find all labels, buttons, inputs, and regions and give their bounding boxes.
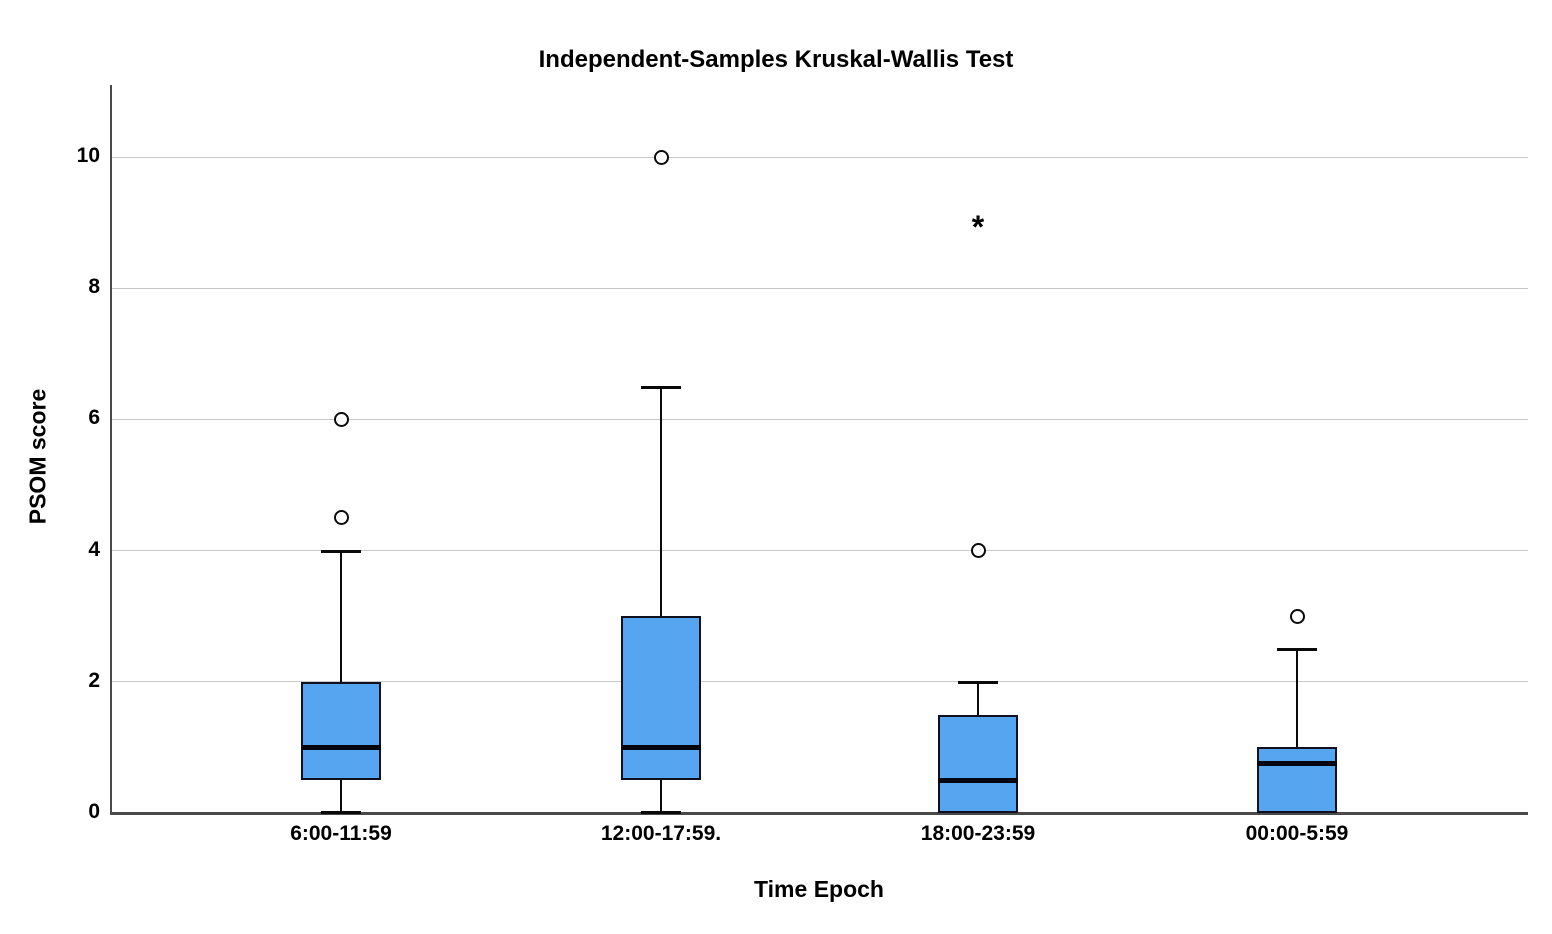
y-axis-line [110, 85, 112, 815]
lower-whisker-cap [321, 811, 361, 814]
upper-whisker-cap [1277, 648, 1317, 651]
y-tick-label: 2 [88, 668, 100, 692]
upper-whisker [977, 681, 979, 715]
gridline [110, 287, 1528, 289]
y-axis-title: PSOM score [24, 388, 51, 525]
x-tick-label: 18:00-23:59 [920, 822, 1036, 845]
y-tick-label: 4 [88, 537, 100, 561]
gridline [110, 681, 1528, 683]
y-tick-label: 0 [88, 800, 100, 823]
upper-whisker-cap [641, 385, 681, 389]
iqr-box [938, 714, 1018, 813]
lower-whisker [660, 780, 662, 813]
upper-whisker-cap [321, 549, 361, 553]
x-tick-label: 12:00-17:59. [600, 822, 722, 845]
upper-whisker [340, 550, 342, 682]
gridline [110, 418, 1528, 420]
median-line [301, 744, 381, 750]
upper-whisker [660, 386, 662, 617]
extreme-asterisk: * [971, 208, 985, 245]
x-axis-title: Time Epoch [754, 876, 884, 902]
median-line [1257, 761, 1337, 767]
chart-title: Independent-Samples Kruskal-Wallis Test [538, 46, 1014, 73]
outlier-circle [333, 510, 349, 526]
x-tick-label: 6:00-11:59 [290, 822, 392, 845]
gridline [110, 550, 1528, 552]
upper-whisker-cap [958, 680, 998, 684]
y-tick-label: 8 [88, 275, 100, 299]
median-line [938, 777, 1018, 783]
outlier-circle [333, 411, 349, 427]
x-tick-label: 00:00-5:59 [1245, 822, 1349, 845]
outlier-circle [653, 149, 669, 165]
gridline [110, 156, 1528, 158]
x-axis-line [110, 812, 1528, 815]
lower-whisker [340, 780, 342, 813]
outlier-circle [970, 543, 986, 559]
lower-whisker-cap [641, 811, 681, 814]
outlier-circle [1289, 608, 1305, 624]
iqr-box [1257, 747, 1337, 813]
iqr-box [621, 616, 701, 781]
median-line [621, 744, 701, 750]
iqr-box [301, 681, 381, 781]
y-tick-label: 10 [76, 144, 100, 167]
y-tick-label: 6 [88, 406, 100, 430]
upper-whisker [1296, 649, 1298, 748]
